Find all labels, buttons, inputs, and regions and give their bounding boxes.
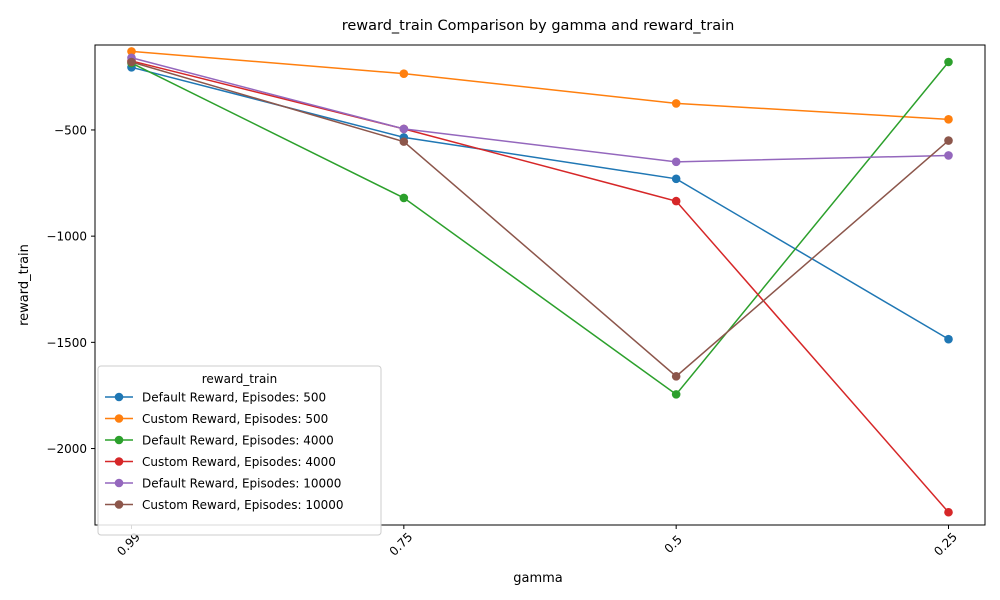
y-tick-label: −1000 [46,230,87,244]
legend-title: reward_train [202,372,278,386]
data-point [944,334,953,344]
data-point [127,47,136,56]
series-1 [127,63,953,344]
data-point [399,137,409,146]
legend-entry: Default Reward, Episodes: 10000 [105,477,341,491]
legend-marker [114,457,124,466]
legend-entry: Custom Reward, Episodes: 4000 [105,455,336,469]
data-point [671,372,681,381]
legend-marker [114,500,124,509]
data-point [399,124,409,134]
legend-marker [114,414,124,423]
legend-marker [114,478,124,488]
legend-label: Custom Reward, Episodes: 500 [142,412,328,426]
y-tick-label: −500 [54,123,87,137]
series-line [131,60,950,513]
series-lines [127,47,953,517]
data-point [944,151,953,160]
series-3 [127,57,953,399]
chart-title: reward_train Comparison by gamma and rew… [342,18,735,34]
y-tick-label: −2000 [46,442,87,456]
data-point [399,193,409,203]
legend-entry: Custom Reward, Episodes: 500 [105,412,328,426]
data-point [944,136,953,145]
x-axis-label: gamma [513,571,563,586]
data-point [671,390,681,399]
series-line [131,61,950,396]
plot-frame [94,44,986,526]
legend-marker [114,435,124,445]
data-point [671,174,681,184]
legend-entry: Custom Reward, Episodes: 10000 [105,498,344,512]
legend-marker [114,392,124,402]
x-tick-label: 0.25 [931,530,960,559]
legend-label: Default Reward, Episodes: 4000 [142,434,334,448]
legend-label: Custom Reward, Episodes: 4000 [142,455,336,469]
legend-label: Custom Reward, Episodes: 10000 [142,498,344,512]
legend-entry: Default Reward, Episodes: 4000 [105,434,334,448]
data-point [127,57,136,67]
x-tick-label: 0.75 [387,530,416,559]
legend-label: Default Reward, Episodes: 10000 [142,477,341,491]
data-point [944,115,953,124]
data-point [944,57,953,67]
legend-entry: Default Reward, Episodes: 500 [105,391,326,405]
y-tick-label: −1500 [46,336,87,350]
legend: reward_train Default Reward, Episodes: 50… [97,365,382,536]
series-line [131,57,949,163]
data-point [671,196,681,206]
series-2 [127,47,953,124]
legend-box [97,365,382,536]
data-point [399,69,409,78]
series-line [131,66,949,340]
data-point [671,99,681,108]
series-5 [127,53,953,167]
series-line [131,50,949,121]
legend-label: Default Reward, Episodes: 500 [142,391,326,405]
data-point [944,507,953,517]
series-6 [127,57,953,381]
y-axis-label: reward_train [17,244,32,326]
series-line [131,61,949,378]
x-tick-label: 0.5 [662,532,685,555]
data-point [671,157,681,167]
